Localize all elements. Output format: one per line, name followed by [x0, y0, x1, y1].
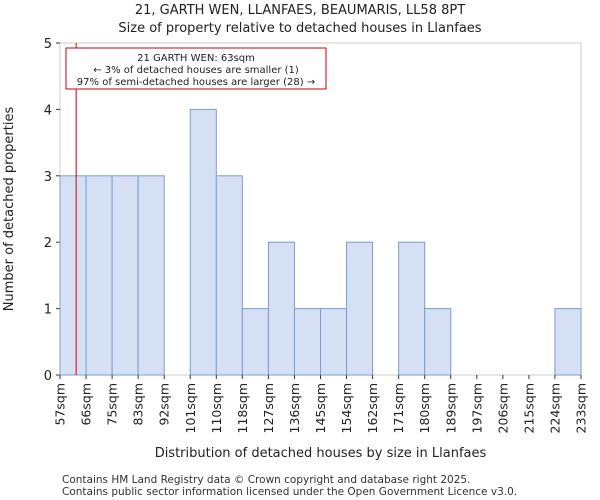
x-tick-label: 83sqm	[131, 383, 146, 426]
x-tick-label: 75sqm	[105, 383, 120, 426]
x-tick-label: 101sqm	[183, 383, 198, 433]
y-tick-label: 0	[44, 369, 52, 384]
bar	[137, 175, 165, 376]
x-tick-label: 57sqm	[53, 383, 68, 426]
y-tick-label: 1	[44, 303, 52, 318]
bar	[320, 308, 348, 376]
annotation-box	[65, 47, 327, 90]
y-tick-label: 2	[44, 236, 52, 251]
x-tick-label: 145sqm	[313, 383, 328, 433]
footer-line-1: Contains HM Land Registry data © Crown c…	[62, 474, 471, 486]
annotation-line-1: 21 GARTH WEN: 63sqm	[137, 53, 255, 64]
x-tick-label: 233sqm	[574, 383, 589, 433]
x-tick-label: 118sqm	[235, 383, 250, 433]
y-tick-label: 3	[44, 170, 52, 185]
x-tick-label: 92sqm	[157, 383, 172, 426]
footer-line-2: Contains public sector information licen…	[62, 486, 518, 498]
x-tick-label: 136sqm	[287, 383, 302, 433]
bar	[267, 241, 295, 376]
bar	[346, 241, 374, 376]
bar	[241, 308, 269, 376]
y-tick-label: 5	[44, 37, 52, 52]
x-tick-label: 66sqm	[79, 383, 94, 426]
bar	[424, 308, 452, 376]
y-tick-label: 4	[44, 103, 52, 118]
x-tick-label: 127sqm	[261, 383, 276, 433]
chart-title: 21, GARTH WEN, LLANFAES, BEAUMARIS, LL58…	[134, 3, 466, 18]
x-tick-label: 171sqm	[391, 383, 406, 433]
x-tick-label: 215sqm	[521, 383, 536, 433]
x-tick-label: 180sqm	[417, 383, 432, 433]
bar	[111, 175, 139, 376]
annotation-line-3: 97% of semi-detached houses are larger (…	[77, 77, 315, 88]
bar	[215, 175, 243, 376]
x-axis-label: Distribution of detached houses by size …	[155, 446, 487, 461]
bar	[85, 175, 113, 376]
x-tick-label: 162sqm	[365, 383, 380, 433]
x-tick-label: 197sqm	[469, 383, 484, 433]
chart-subtitle: Size of property relative to detached ho…	[118, 21, 482, 36]
x-tick-label: 224sqm	[547, 383, 562, 433]
bar	[554, 308, 582, 376]
x-tick-label: 189sqm	[443, 383, 458, 433]
annotation-line-2: ← 3% of detached houses are smaller (1)	[93, 65, 299, 76]
bar	[189, 108, 217, 376]
y-axis-label: Number of detached properties	[2, 107, 17, 312]
x-tick-label: 206sqm	[495, 383, 510, 433]
bar	[59, 175, 87, 376]
x-tick-label: 110sqm	[209, 383, 224, 433]
bar	[293, 308, 322, 376]
bar	[398, 241, 426, 376]
x-tick-label: 154sqm	[339, 383, 354, 433]
